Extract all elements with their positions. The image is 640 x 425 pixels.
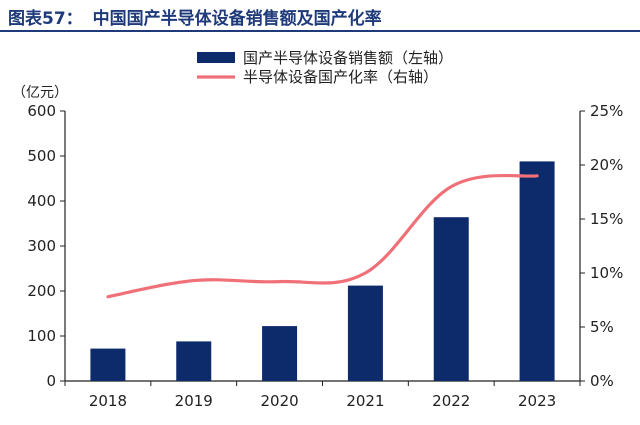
bar bbox=[176, 341, 212, 381]
axis-labels: 0 100 200 300 400 500 600（亿元） 0% 5% 10% 15% 20% 25% 2… bbox=[12, 85, 623, 410]
bar bbox=[433, 217, 469, 381]
left-tick-label: 500 bbox=[27, 147, 56, 165]
bar bbox=[90, 348, 126, 381]
x-tick-label: 2022 bbox=[432, 392, 470, 410]
x-tick-label: 2020 bbox=[260, 392, 298, 410]
figure-header: 图表57： 中国国产半导体设备销售额及国产化率 bbox=[0, 0, 640, 34]
title-underline bbox=[0, 30, 640, 32]
legend-label-bar: 国产半导体设备销售额（左轴） bbox=[243, 49, 453, 67]
right-tick-label: 10% bbox=[590, 264, 623, 282]
bar bbox=[262, 326, 298, 381]
x-tick-label: 2018 bbox=[89, 392, 127, 410]
legend-swatch-bar bbox=[197, 52, 235, 63]
bar bbox=[347, 285, 383, 381]
x-tick-label: 2019 bbox=[175, 392, 213, 410]
legend-label-line: 半导体设备国产化率（右轴） bbox=[243, 68, 438, 86]
right-tick-label: 25% bbox=[590, 102, 623, 120]
right-tick-label: 0% bbox=[590, 372, 614, 390]
left-tick-label: 0 bbox=[46, 372, 56, 390]
left-tick-label: 200 bbox=[27, 282, 56, 300]
right-tick-label: 20% bbox=[590, 156, 623, 174]
bar bbox=[519, 161, 555, 381]
figure-label: 图表57： bbox=[8, 9, 83, 29]
rate-line bbox=[106, 173, 539, 299]
chart-title: 中国国产半导体设备销售额及国产化率 bbox=[92, 9, 382, 29]
bar-series bbox=[90, 161, 555, 381]
line-series bbox=[106, 173, 539, 299]
left-tick-label: 600 bbox=[27, 102, 56, 120]
figure-title: 图表57： 中国国产半导体设备销售额及国产化率 bbox=[8, 4, 382, 29]
x-tick-label: 2021 bbox=[346, 392, 384, 410]
x-tick-label: 2023 bbox=[518, 392, 556, 410]
left-tick-label: 100 bbox=[27, 327, 56, 345]
axes bbox=[60, 110, 585, 386]
left-tick-label: 400 bbox=[27, 192, 56, 210]
left-axis-unit: （亿元） bbox=[12, 85, 68, 101]
legend: 国产半导体设备销售额（左轴）半导体设备国产化率（右轴） bbox=[197, 49, 453, 86]
right-tick-label: 5% bbox=[590, 318, 614, 336]
left-tick-label: 300 bbox=[27, 237, 56, 255]
combo-chart: 国产半导体设备销售额（左轴）半导体设备国产化率（右轴） 0 100 200 300 40… bbox=[12, 49, 623, 410]
right-tick-label: 15% bbox=[590, 210, 623, 228]
